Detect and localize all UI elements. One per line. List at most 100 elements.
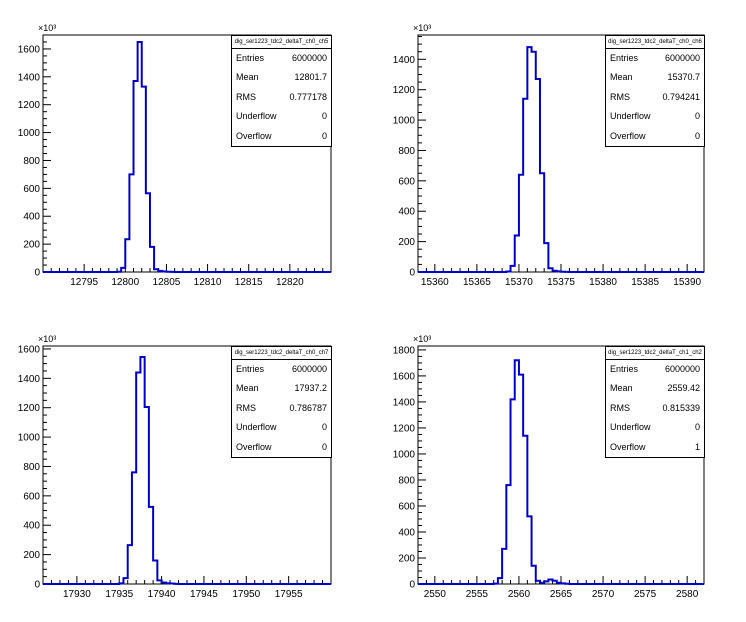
stats-value: 6000000 [291, 364, 327, 374]
x-tick-label-3-3: 2565 [550, 589, 573, 600]
stats-value: 17937.2 [294, 383, 327, 394]
stats-value: 6000000 [664, 364, 700, 374]
x-tick-label-3-2: 2560 [508, 589, 531, 600]
x-tick-label-2-4: 17950 [232, 589, 260, 600]
y-tick-label-1-1: 200 [398, 237, 415, 248]
stats-title-1: dig_ser1223_tdc2_deltaT_ch0_ch6 [606, 36, 704, 49]
stats-row-3-0: Entries 6000000 [606, 360, 704, 379]
stats-row-0-4: Overflow 0 [232, 127, 331, 146]
y-tick-label-3-0: 0 [409, 580, 415, 591]
y-tick-label-0-3: 600 [23, 184, 40, 195]
x-tick-label-1-4: 15380 [589, 277, 617, 288]
y-tick-label-0-7: 1400 [18, 72, 41, 83]
stats-value: 1 [694, 441, 700, 452]
histogram-series-0 [43, 40, 331, 273]
y-tick-label-2-1: 200 [23, 550, 40, 561]
stats-row-2-1: Mean 17937.2 [232, 379, 331, 398]
stats-row-1-1: Mean 15370.7 [606, 68, 704, 87]
stats-title-0: dig_ser1223_tdc2_deltaT_ch0_ch5 [232, 36, 331, 49]
stats-label: RMS [236, 91, 256, 102]
y-tick-label-1-2: 400 [398, 207, 415, 218]
y-tick-label-1-7: 1400 [393, 55, 416, 66]
y-tick-label-3-7: 1400 [393, 397, 416, 408]
stats-label: Underflow [610, 422, 651, 433]
x-tick-label-3-0: 2550 [424, 589, 447, 600]
y-tick-label-0-0: 0 [34, 268, 40, 279]
stats-row-1-2: RMS 0.794241 [606, 88, 704, 107]
x-tick-label-0-1: 12800 [111, 277, 139, 288]
stats-box-1: dig_ser1223_tdc2_deltaT_ch0_ch6 Entries 60… [605, 35, 705, 147]
y-tick-label-3-8: 1600 [393, 371, 416, 382]
stats-label: RMS [610, 402, 630, 413]
stats-row-2-3: Underflow 0 [232, 418, 331, 437]
y-tick-label-1-5: 1000 [393, 116, 416, 127]
stats-label: RMS [610, 91, 630, 102]
y-exponent-label-2: ×10³ [38, 334, 56, 344]
stats-box-0: dig_ser1223_tdc2_deltaT_ch0_ch5 Entries 60… [231, 35, 332, 147]
x-tick-label-0-5: 12820 [276, 277, 304, 288]
x-tick-label-1-0: 15360 [421, 277, 449, 288]
x-tick-label-2-3: 17945 [190, 589, 218, 600]
y-tick-label-3-6: 1200 [393, 423, 416, 434]
stats-label: Entries [236, 364, 265, 374]
stats-value: 0 [321, 422, 327, 433]
y-tick-label-3-3: 600 [398, 501, 415, 512]
y-tick-label-0-8: 1600 [18, 44, 41, 55]
x-tick-label-1-3: 15375 [547, 277, 575, 288]
stats-row-3-2: RMS 0.815339 [606, 399, 704, 418]
x-tick-label-0-0: 12795 [70, 277, 98, 288]
stats-label: Overflow [610, 441, 646, 452]
stats-value: 0.794241 [662, 91, 700, 102]
y-tick-label-1-4: 800 [398, 146, 415, 157]
stats-row-3-3: Underflow 0 [606, 418, 704, 437]
stats-value: 0 [694, 130, 700, 141]
stats-label: Underflow [236, 111, 277, 122]
y-tick-label-3-1: 200 [398, 553, 415, 564]
stats-row-0-2: RMS 0.777178 [232, 88, 331, 107]
y-tick-label-2-0: 0 [34, 580, 40, 591]
histogram-series-2 [43, 356, 331, 585]
stats-title-2: dig_ser1223_tdc2_deltaT_ch0_ch7 [232, 347, 331, 360]
stats-label: Mean [236, 72, 259, 83]
stats-row-1-0: Entries 6000000 [606, 49, 704, 68]
stats-value: 0 [694, 422, 700, 433]
stats-label: Overflow [610, 130, 646, 141]
x-tick-label-3-4: 2570 [592, 589, 615, 600]
stats-row-0-0: Entries 6000000 [232, 49, 331, 68]
stats-row-1-3: Underflow 0 [606, 107, 704, 126]
stats-value: 0 [321, 130, 327, 141]
y-tick-label-3-2: 400 [398, 527, 415, 538]
y-tick-label-1-6: 1200 [393, 85, 416, 96]
stats-label: Underflow [610, 111, 651, 122]
stats-value: 0 [321, 111, 327, 122]
stats-label: Mean [610, 72, 633, 83]
histogram-series-3 [418, 359, 704, 585]
y-exponent-label-1: ×10³ [413, 23, 431, 33]
y-tick-label-2-6: 1200 [18, 403, 41, 414]
x-tick-label-3-1: 2555 [466, 589, 489, 600]
stats-value: 2559.42 [667, 383, 700, 394]
stats-value: 12801.7 [294, 72, 327, 83]
y-tick-label-1-3: 600 [398, 176, 415, 187]
stats-label: Entries [610, 364, 639, 374]
y-exponent-label-3: ×10³ [413, 334, 431, 344]
x-tick-label-2-1: 17935 [105, 589, 133, 600]
stats-value: 6000000 [291, 53, 327, 63]
y-tick-label-2-3: 600 [23, 491, 40, 502]
stats-value: 0.815339 [662, 402, 700, 413]
y-tick-label-0-2: 400 [23, 212, 40, 223]
stats-row-2-4: Overflow 0 [232, 438, 331, 457]
stats-value: 0 [321, 441, 327, 452]
stats-value: 0.777178 [289, 91, 327, 102]
y-tick-label-3-5: 1000 [393, 449, 416, 460]
stats-label: Entries [236, 53, 265, 63]
stats-row-0-3: Underflow 0 [232, 107, 331, 126]
y-tick-label-2-7: 1400 [18, 374, 41, 385]
y-tick-label-0-5: 1000 [18, 128, 41, 139]
stats-label: RMS [236, 402, 256, 413]
stats-row-1-4: Overflow 0 [606, 127, 704, 146]
x-tick-label-1-1: 15365 [463, 277, 491, 288]
y-tick-label-2-8: 1600 [18, 344, 41, 355]
stats-label: Mean [610, 383, 633, 394]
stats-title-3: dig_ser1223_tdc2_deltaT_ch1_ch2 [606, 347, 704, 360]
